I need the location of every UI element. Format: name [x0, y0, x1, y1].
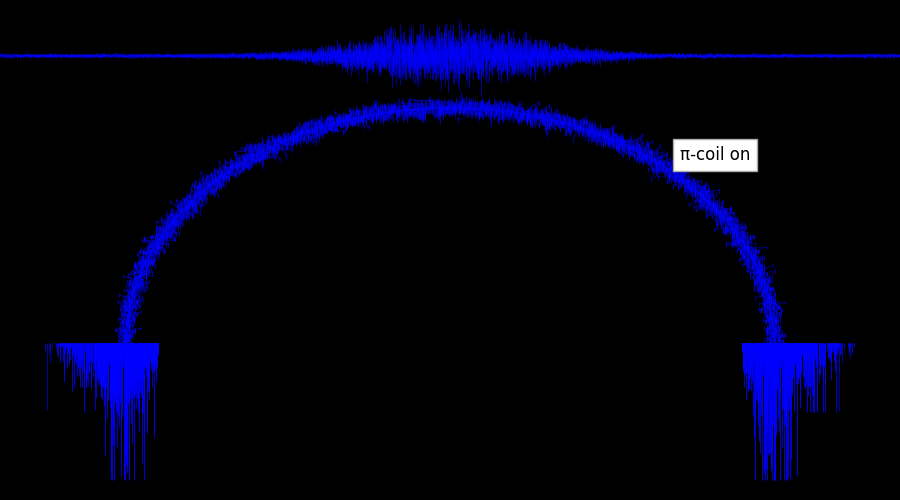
Text: π-coil on: π-coil on: [680, 146, 750, 164]
